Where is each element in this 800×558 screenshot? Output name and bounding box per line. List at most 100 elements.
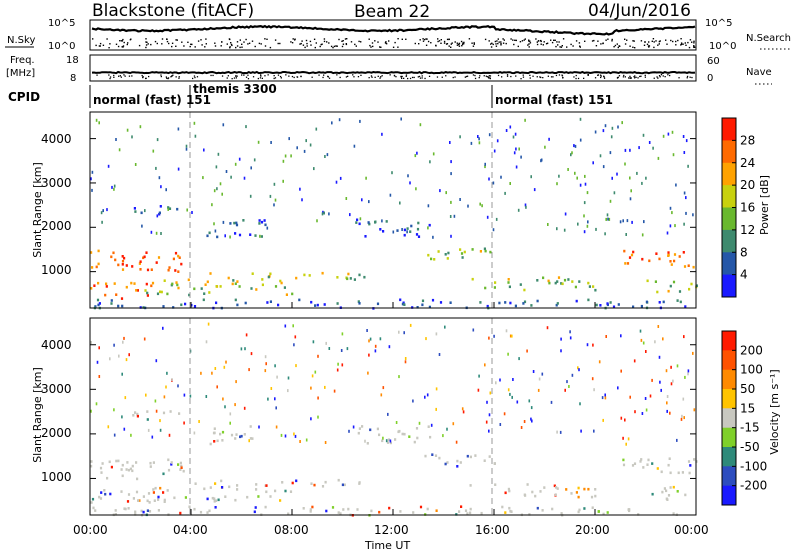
noise-cell — [640, 338, 643, 342]
noise-cell — [276, 375, 278, 379]
colorbar-tick-label: 15 — [740, 401, 755, 415]
nave-label: Nave — [746, 67, 772, 78]
noise-cell — [611, 126, 614, 130]
data-cell — [543, 486, 546, 489]
noise-cell — [166, 371, 168, 375]
data-cell — [159, 290, 162, 294]
nsearch-point — [150, 43, 152, 46]
nsearch-point — [675, 40, 677, 43]
nave-point — [485, 75, 487, 77]
nsearch-point — [458, 42, 461, 45]
nsearch-point — [618, 45, 620, 47]
nsearch-point — [320, 43, 322, 46]
data-cell — [539, 490, 542, 493]
noise-cell — [641, 412, 644, 415]
nsearch-point — [247, 43, 249, 45]
nave-point — [418, 75, 421, 78]
noise-cell — [503, 412, 506, 416]
data-cell — [150, 284, 153, 288]
nave-point — [464, 76, 466, 78]
noise-cell — [629, 148, 631, 152]
nsearch-point — [350, 41, 353, 43]
nave-point — [293, 76, 295, 79]
noise-cell — [683, 416, 685, 420]
noise-cell — [624, 162, 626, 166]
noise-cell — [102, 209, 104, 213]
nsearch-point — [484, 38, 487, 41]
colorbar-swatch — [722, 408, 736, 429]
data-cell — [417, 221, 420, 225]
noise-cell — [222, 123, 225, 127]
data-cell — [321, 271, 324, 275]
data-cell — [255, 288, 258, 291]
noise-cell — [314, 370, 317, 374]
data-cell — [690, 282, 693, 286]
nsearch-point — [437, 40, 439, 43]
noise-cell — [113, 184, 116, 188]
freq-panel — [89, 54, 697, 82]
nsearch-point — [354, 43, 356, 46]
noise-cell — [144, 209, 146, 213]
data-cell — [193, 305, 197, 308]
nsearch-point — [371, 42, 374, 44]
nsearch-point — [108, 47, 110, 49]
power-ylabel: Slant Range [km] — [31, 162, 44, 258]
nsearch-point — [106, 38, 108, 40]
nsearch-point — [305, 39, 308, 42]
data-cell — [469, 507, 472, 511]
noise-cell — [299, 187, 301, 191]
noise-cell — [488, 177, 490, 181]
nsearch-point — [496, 40, 498, 42]
nave-point — [170, 76, 172, 78]
nave-point — [336, 74, 338, 76]
noise-cell — [275, 425, 278, 429]
noise-cell — [620, 416, 623, 420]
nsearch-point — [559, 46, 561, 48]
noise-cell — [341, 332, 344, 336]
data-cell — [337, 478, 340, 482]
nsearch-point — [145, 41, 147, 43]
noise-cell — [515, 165, 518, 169]
nsearch-point — [310, 44, 312, 46]
power-ytick-2000: 2000 — [41, 219, 72, 233]
noise-cell — [644, 397, 647, 400]
nsearch-point — [617, 46, 619, 49]
nave-point — [257, 77, 259, 80]
data-cell — [667, 251, 670, 254]
noise-cell — [435, 332, 438, 336]
nave-point — [599, 74, 602, 76]
data-cell — [130, 281, 133, 285]
data-cell — [606, 302, 609, 305]
nsearch-point — [236, 45, 239, 47]
nave-point — [522, 76, 525, 78]
nave-point — [489, 77, 491, 80]
data-cell — [199, 510, 203, 514]
data-cell — [94, 305, 97, 308]
nsearch-point — [294, 39, 296, 41]
data-cell — [151, 281, 155, 285]
noise-cell — [584, 174, 586, 178]
data-cell — [556, 302, 559, 305]
noise-cell — [520, 426, 523, 429]
data-cell — [108, 460, 111, 464]
data-cell — [430, 257, 433, 261]
noise-cell — [131, 135, 133, 139]
data-cell — [541, 509, 544, 512]
data-cell — [641, 257, 644, 261]
noise-cell — [121, 372, 123, 376]
nsearch-point — [640, 40, 643, 42]
nave-point — [487, 76, 490, 78]
colorbar-tick-label: 100 — [740, 363, 763, 377]
freq-label: Freq. — [10, 55, 35, 66]
noise-cell — [683, 222, 685, 226]
xtick-0800: 08:00 — [274, 523, 309, 537]
nave-point — [520, 78, 522, 80]
data-cell — [110, 465, 113, 469]
nsearch-point — [624, 43, 627, 45]
data-cell — [547, 279, 550, 283]
data-cell — [295, 479, 298, 483]
nsearch-point — [457, 43, 460, 46]
nsearch-point — [419, 39, 421, 41]
noise-cell — [162, 326, 164, 330]
noise-cell — [143, 337, 146, 341]
